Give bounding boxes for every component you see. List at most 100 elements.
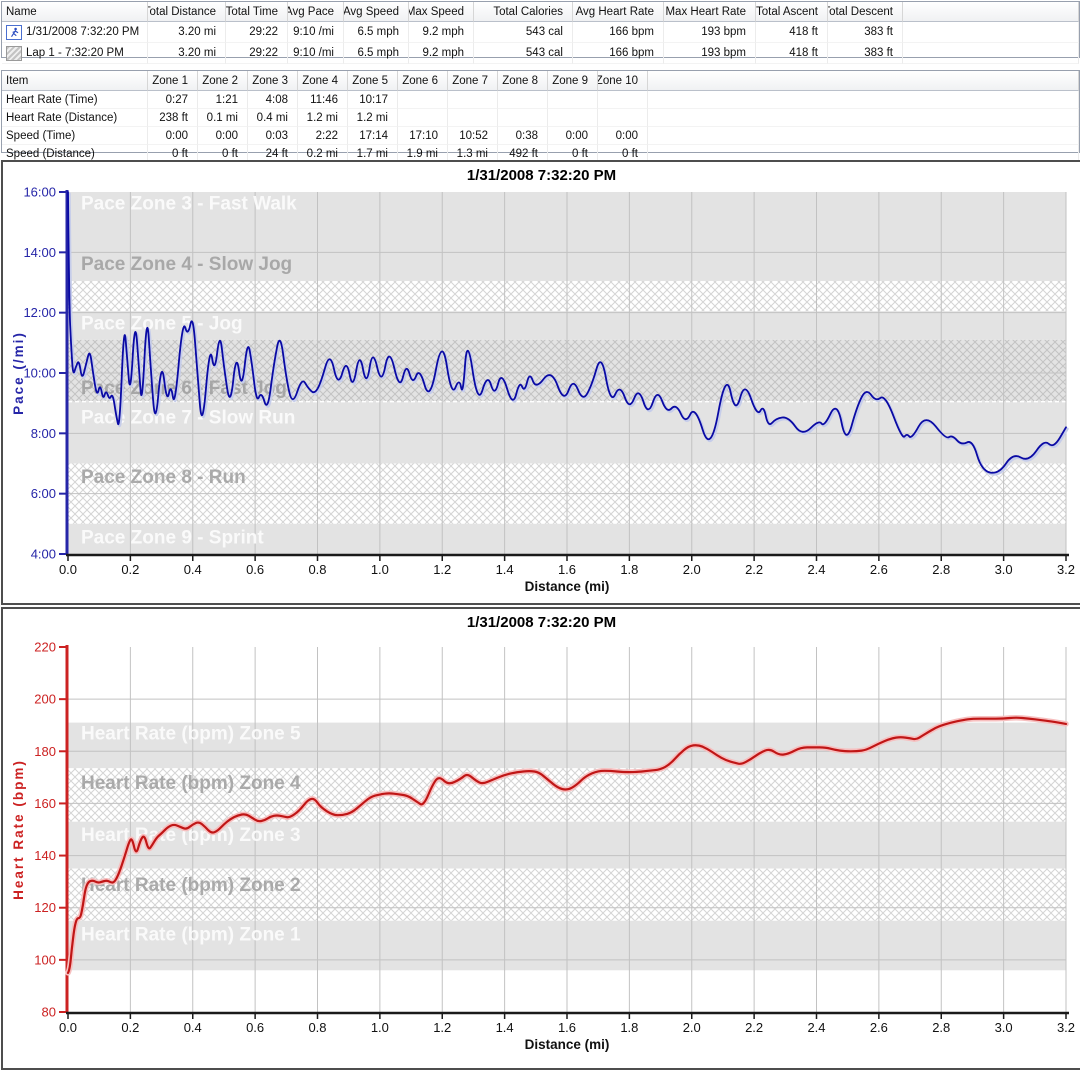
table-cell: 3.20 mi <box>148 22 226 43</box>
heart-rate-chart[interactable]: Heart Rate (bpm) Zone 5 Heart Rate (bpm) … <box>3 609 1076 1064</box>
table-cell: 2:22 <box>298 127 348 145</box>
column-header-zone-7[interactable]: Zone 7 <box>448 71 498 91</box>
table-cell-filler <box>903 43 1079 64</box>
activity-row-name[interactable]: 1/31/2008 7:32:20 PM <box>2 22 148 43</box>
table-cell: 0:00 <box>148 127 198 145</box>
y-tick-label: 220 <box>34 640 56 655</box>
row-label: Speed (Time) <box>6 130 75 143</box>
x-tick-label: 3.2 <box>1057 562 1075 577</box>
x-tick-label: 0.8 <box>308 1020 326 1035</box>
pace-chart-panel: 1/31/2008 7:32:20 PM Pace Zone 3 - Fast … <box>1 160 1080 605</box>
run-icon <box>6 25 22 40</box>
table-cell: 166 bpm <box>573 43 664 64</box>
column-header-item[interactable]: Item <box>2 71 148 91</box>
zone-band-label: Pace Zone 7 - Slow Run <box>81 408 295 429</box>
table-cell: 10:17 <box>348 91 398 109</box>
x-tick-label: 1.4 <box>496 1020 514 1035</box>
row-label: 1/31/2008 7:32:20 PM <box>26 26 139 39</box>
x-tick-label: 3.0 <box>995 562 1013 577</box>
table-cell: 0:00 <box>598 127 648 145</box>
y-tick-label: 140 <box>34 848 56 863</box>
column-header-total-time[interactable]: Total Time <box>226 2 288 22</box>
column-header-zone-3[interactable]: Zone 3 <box>248 71 298 91</box>
table-cell: 0.1 mi <box>198 109 248 127</box>
x-tick-label: 2.4 <box>807 1020 825 1035</box>
table-cell: 6.5 mph <box>344 43 409 64</box>
x-tick-label: 2.6 <box>870 1020 888 1035</box>
table-cell: 17:14 <box>348 127 398 145</box>
table-cell: 383 ft <box>828 22 903 43</box>
column-header-avg-pace[interactable]: Avg Pace <box>288 2 344 22</box>
column-header-zone-10[interactable]: Zone 10 <box>598 71 648 91</box>
column-header-zone-4[interactable]: Zone 4 <box>298 71 348 91</box>
zone-band-label: Heart Rate (bpm) Zone 1 <box>81 924 301 945</box>
column-header-total-descent[interactable]: Total Descent <box>828 2 903 22</box>
y-tick-label: 80 <box>42 1005 56 1020</box>
y-tick-label: 4:00 <box>31 547 56 562</box>
table-cell: 0:00 <box>548 127 598 145</box>
x-tick-label: 2.4 <box>807 562 825 577</box>
x-tick-label: 0.6 <box>246 1020 264 1035</box>
column-header-zone-1[interactable]: Zone 1 <box>148 71 198 91</box>
table-cell: 29:22 <box>226 22 288 43</box>
y-tick-label: 12:00 <box>23 305 56 320</box>
column-header-zone-8[interactable]: Zone 8 <box>498 71 548 91</box>
column-header-name[interactable]: Name <box>2 2 148 22</box>
x-tick-label: 1.2 <box>433 562 451 577</box>
pace-chart[interactable]: Pace Zone 3 - Fast WalkPace Zone 4 - Slo… <box>3 162 1076 599</box>
table-cell-filler <box>903 22 1079 43</box>
table-cell <box>398 91 448 109</box>
x-tick-label: 1.0 <box>371 1020 389 1035</box>
zone-band-label: Heart Rate (bpm) Zone 4 <box>81 773 301 794</box>
x-tick-label: 1.0 <box>371 562 389 577</box>
x-tick-label: 2.6 <box>870 562 888 577</box>
x-tick-label: 1.2 <box>433 1020 451 1035</box>
table-cell: 193 bpm <box>664 22 756 43</box>
column-header-zone-6[interactable]: Zone 6 <box>398 71 448 91</box>
zone-band-label: Heart Rate (bpm) Zone 5 <box>81 724 301 745</box>
y-tick-label: 16:00 <box>23 185 56 200</box>
y-tick-label: 10:00 <box>23 366 56 381</box>
table-cell: 383 ft <box>828 43 903 64</box>
table-cell: 11:46 <box>298 91 348 109</box>
x-tick-label: 1.8 <box>620 1020 638 1035</box>
column-header-total-calories[interactable]: Total Calories <box>474 2 573 22</box>
zone-band-label: Pace Zone 9 - Sprint <box>81 527 264 548</box>
zone-row-item[interactable]: Heart Rate (Distance) <box>2 109 148 127</box>
column-header-zone-2[interactable]: Zone 2 <box>198 71 248 91</box>
table-cell: 0:38 <box>498 127 548 145</box>
heart-rate-chart-panel: 1/31/2008 7:32:20 PM Heart Rate (bpm) Zo… <box>1 607 1080 1070</box>
table-cell: 17:10 <box>398 127 448 145</box>
column-header-max-speed[interactable]: Max Speed <box>409 2 474 22</box>
row-label: Heart Rate (Distance) <box>6 112 117 125</box>
table-cell: 9.2 mph <box>409 43 474 64</box>
column-header-avg-speed[interactable]: Avg Speed <box>344 2 409 22</box>
x-tick-label: 3.2 <box>1057 1020 1075 1035</box>
table-cell <box>598 109 648 127</box>
zone-row-item[interactable]: Speed (Time) <box>2 127 148 145</box>
column-header-total-distance[interactable]: Total Distance <box>148 2 226 22</box>
table-cell: 238 ft <box>148 109 198 127</box>
row-label: Heart Rate (Time) <box>6 94 98 107</box>
column-header-zone-9[interactable]: Zone 9 <box>548 71 598 91</box>
column-header-total-ascent[interactable]: Total Ascent <box>756 2 828 22</box>
table-cell: 418 ft <box>756 43 828 64</box>
x-tick-label: 1.4 <box>496 562 514 577</box>
table-cell <box>548 91 598 109</box>
row-label: Lap 1 - 7:32:20 PM <box>26 47 124 60</box>
column-header-avg-heart-rate[interactable]: Avg Heart Rate <box>573 2 664 22</box>
y-tick-label: 6:00 <box>31 486 56 501</box>
column-header-max-heart-rate[interactable]: Max Heart Rate <box>664 2 756 22</box>
y-tick-label: 100 <box>34 952 56 967</box>
activity-row-name[interactable]: Lap 1 - 7:32:20 PM <box>2 43 148 64</box>
x-tick-label: 2.2 <box>745 562 763 577</box>
sporttracks-report-view: { "summary_table": { "columns": ["Name",… <box>0 0 1080 1068</box>
zone-row-item[interactable]: Heart Rate (Time) <box>2 91 148 109</box>
x-tick-label: 3.0 <box>995 1020 1013 1035</box>
x-tick-label: 0.0 <box>59 562 77 577</box>
table-cell: 10:52 <box>448 127 498 145</box>
column-header-zone-5[interactable]: Zone 5 <box>348 71 398 91</box>
lap-icon <box>6 46 22 61</box>
table-cell: 0:00 <box>198 127 248 145</box>
x-tick-label: 2.8 <box>932 562 950 577</box>
